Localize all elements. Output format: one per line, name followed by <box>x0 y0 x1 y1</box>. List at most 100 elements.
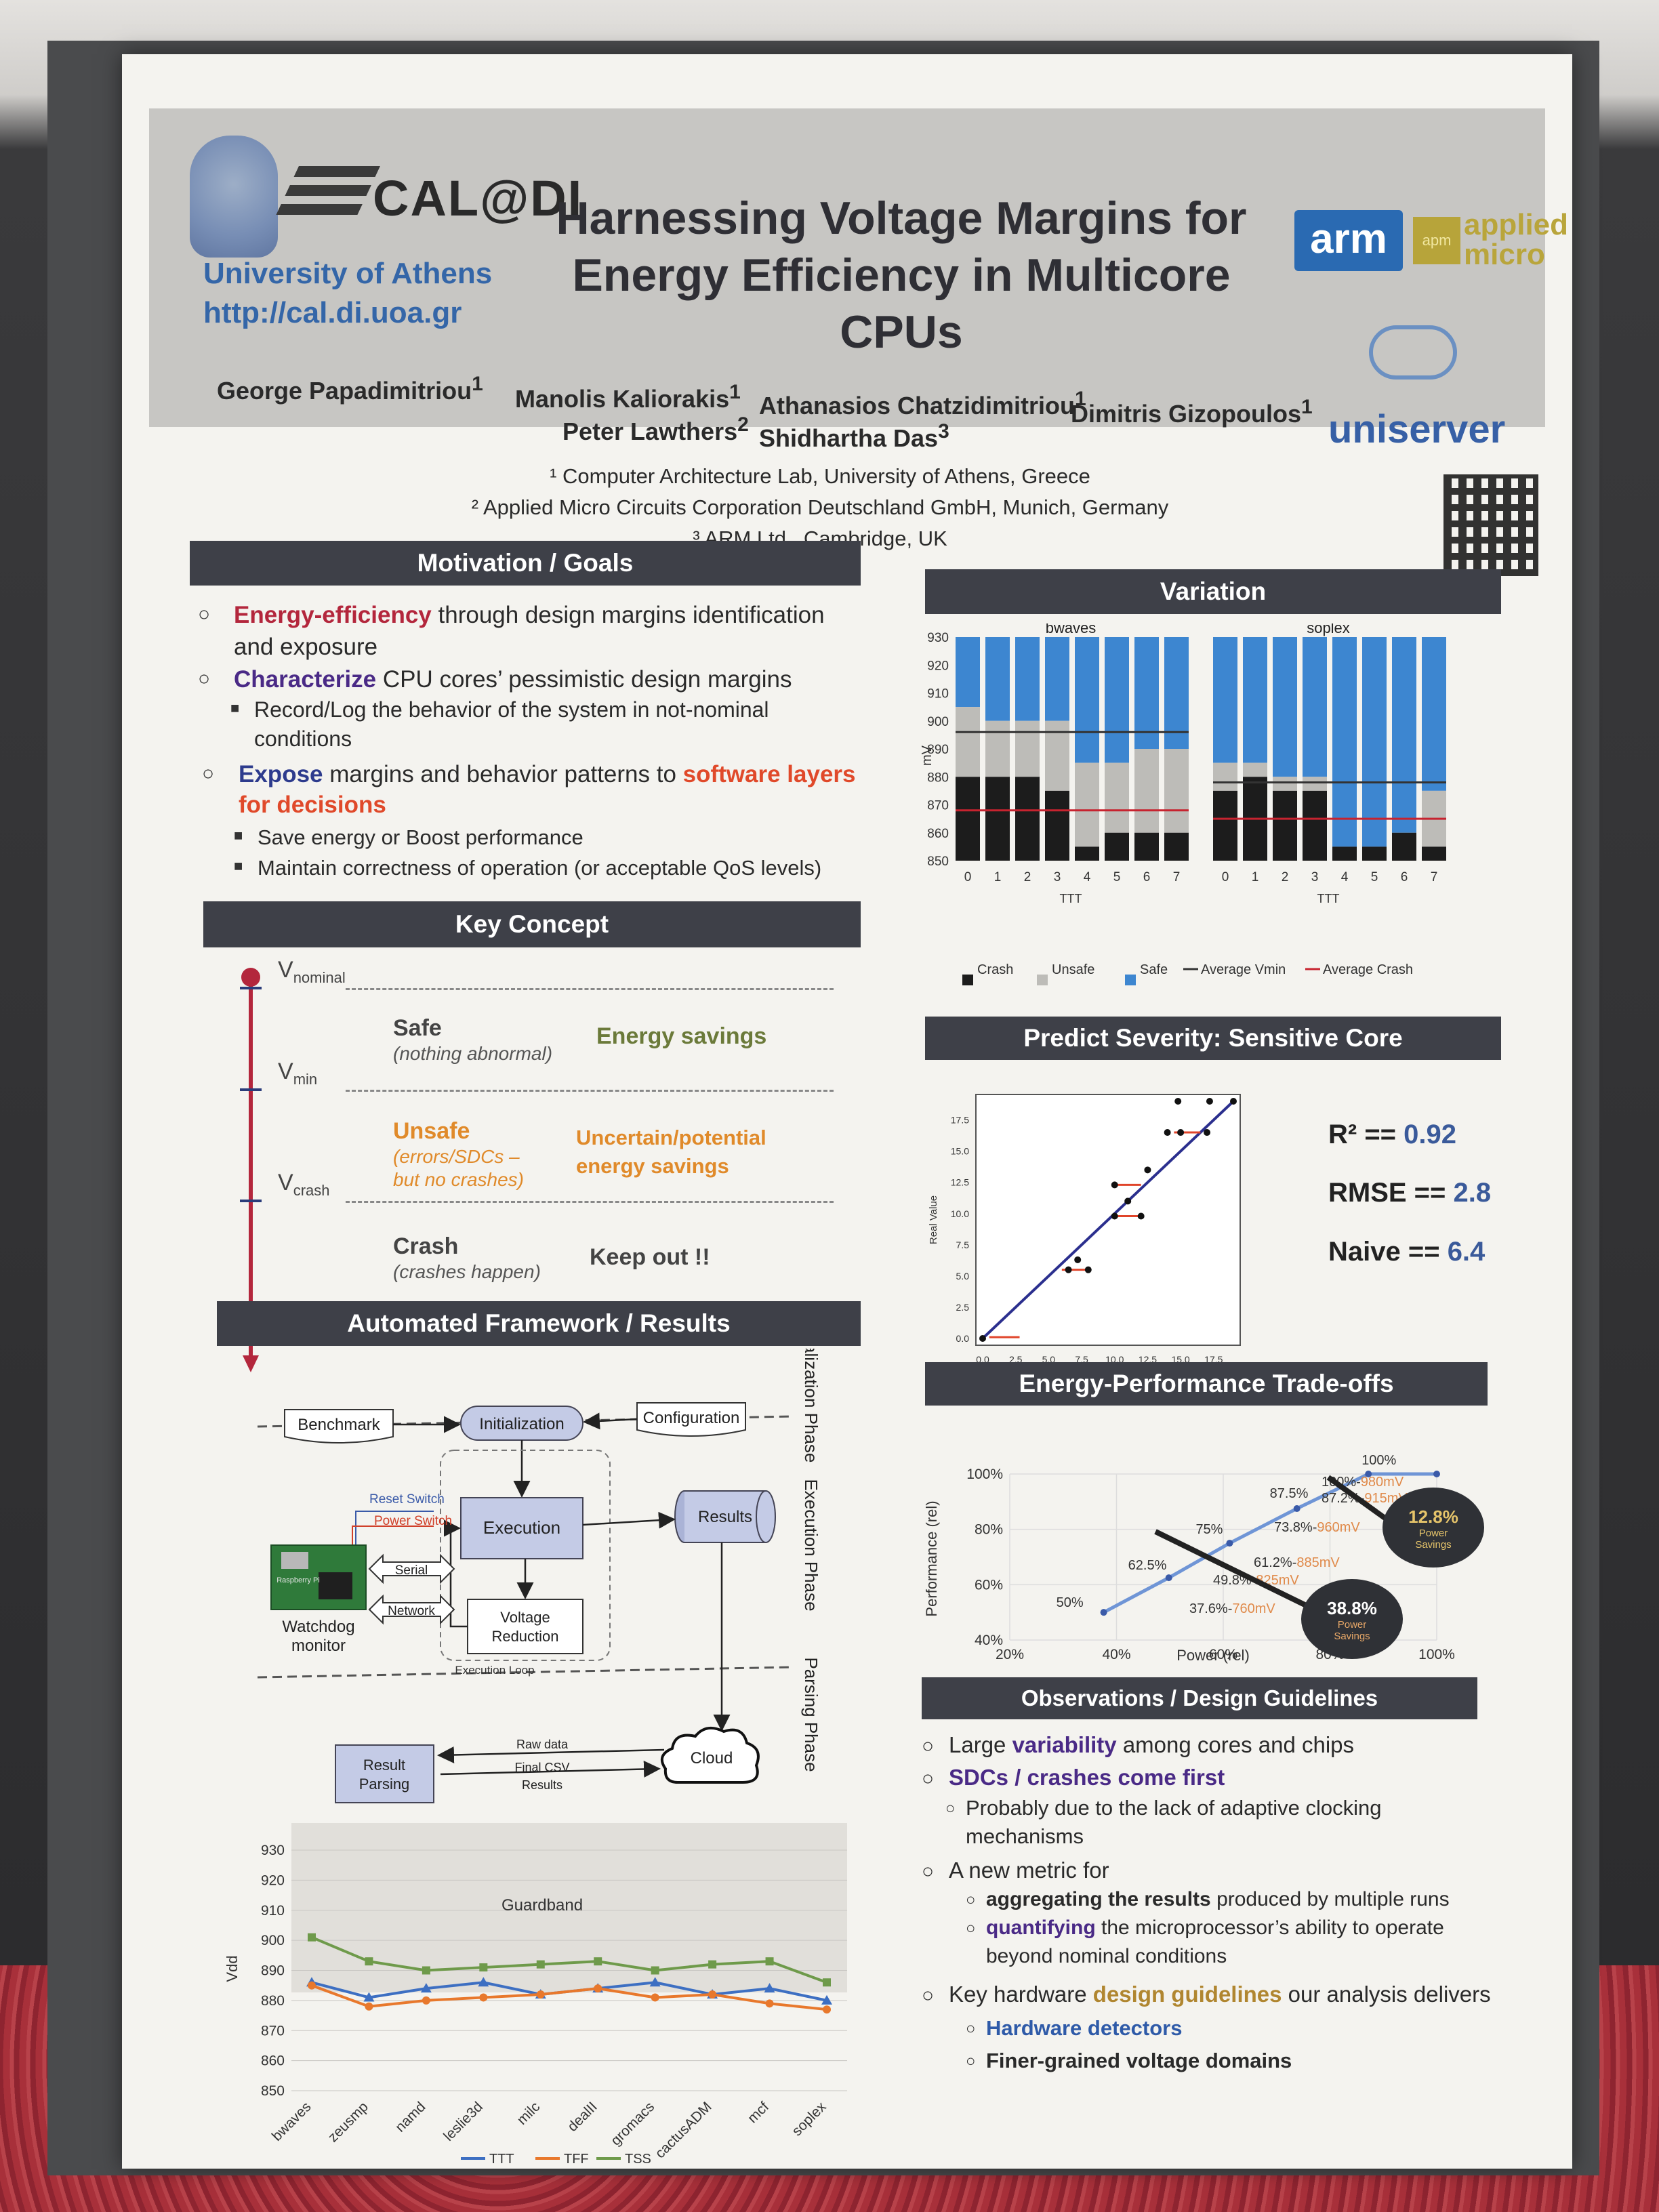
unsafe-label: Unsafe <box>393 1118 470 1144</box>
safe-bar <box>1243 637 1267 763</box>
power-savings-bubble-2: 38.8% Power Savings <box>1301 1579 1403 1659</box>
y-tick-label: 910 <box>261 1903 285 1919</box>
x-tick-label: 2 <box>1024 870 1031 884</box>
tradeoff-point <box>1100 1609 1107 1616</box>
scatter-point <box>1174 1098 1182 1105</box>
unsafe-bar <box>1303 777 1327 791</box>
y-tick-label: 910 <box>927 687 949 701</box>
unsafe-bar <box>1243 762 1267 777</box>
crash-bar <box>1213 790 1237 861</box>
x-tick-label: 20% <box>996 1647 1024 1662</box>
x-tick-label: namd <box>392 2099 428 2135</box>
result-parsing-node <box>335 1744 434 1803</box>
legend-entry: Crash <box>977 962 1013 977</box>
scatter-point <box>1111 1181 1118 1189</box>
unsafe-bar <box>1075 762 1099 847</box>
y-tick-label: 17.5 <box>951 1115 969 1126</box>
nominal-dashed-line <box>346 988 834 990</box>
phase-parse-label: Parsing Phase <box>801 1657 821 1771</box>
y-tick-label: 850 <box>261 2083 285 2099</box>
bullet-icon: ○ <box>202 762 215 785</box>
data-point <box>765 1999 774 2008</box>
crash-bar <box>956 777 980 861</box>
motivation-item-1-cont: and exposure <box>234 634 378 660</box>
network-arrow-icon <box>368 1594 455 1625</box>
applied-micro-line-1: applied <box>1464 208 1569 241</box>
voltage-reduction-label-2: Reduction <box>491 1628 558 1645</box>
motivation-subitem-1: Record/Log the behavior of the system in… <box>254 697 769 722</box>
tradeoff-point <box>1365 1471 1372 1477</box>
y-tick-label: 930 <box>261 1843 285 1858</box>
lab-logo: CAL@DI <box>373 170 583 226</box>
panel-title: soplex <box>1307 623 1350 636</box>
bullet-icon: ○ <box>966 1891 976 1909</box>
safe-bar <box>1075 637 1099 763</box>
lab-url[interactable]: http://cal.di.uoa.gr <box>203 296 462 329</box>
performance-label: 100% <box>1361 1453 1396 1468</box>
x-tick-label: 1 <box>1252 870 1259 884</box>
legend-entry: Unsafe <box>1052 962 1094 977</box>
x-axis-label: TTT <box>1060 892 1082 905</box>
x-axis-label: TTT <box>1317 892 1340 905</box>
data-point <box>536 1960 545 1969</box>
v-min-label: Vmin <box>278 1059 318 1088</box>
crash-bar <box>1105 832 1129 861</box>
crash-bar <box>1273 790 1297 861</box>
data-point <box>651 1966 659 1975</box>
power-switch-label: Power Switch <box>374 1514 452 1528</box>
scatter-point <box>1144 1166 1151 1174</box>
motivation-subitem-1-cont: conditions <box>254 726 352 751</box>
observation-4-sub-1: Hardware detectors <box>986 2016 1183 2040</box>
y-tick-label: 880 <box>261 1993 285 2009</box>
annotation: Guardband <box>501 1896 583 1914</box>
x-tick-label: 2 <box>1282 870 1289 884</box>
legend-entry: TTT <box>489 2152 514 2167</box>
y-tick-label: 930 <box>927 631 949 645</box>
observation-3-sub-2: quantifying the microprocessor’s ability… <box>986 1917 1444 1939</box>
data-point <box>821 1994 832 2005</box>
square-bullet-icon: ■ <box>230 699 240 716</box>
v-crash-label: Vcrash <box>278 1170 330 1199</box>
x-tick-label: mcf <box>745 2099 772 2126</box>
watchdog-label-2: monitor <box>291 1637 346 1655</box>
legend-entry: TFF <box>564 2152 589 2167</box>
vmin-dashed-line <box>346 1090 834 1092</box>
unsafe-effect: Uncertain/potential energy savings <box>576 1126 766 1178</box>
final-csv-label-1: Final CSV <box>514 1761 569 1774</box>
y-tick-label: 0.0 <box>956 1333 970 1344</box>
y-tick-label: 100% <box>966 1467 1003 1482</box>
framework-heading: Automated Framework / Results <box>217 1301 861 1346</box>
cloud-label: Cloud <box>691 1749 733 1767</box>
apm-logo-icon: apm <box>1413 217 1460 264</box>
y-tick-label: 850 <box>927 855 949 869</box>
qr-code-icon[interactable] <box>1443 474 1538 576</box>
legend-entry: Average Vmin <box>1201 962 1286 977</box>
point-label: 73.8%-960mV <box>1274 1520 1360 1535</box>
safe-bar <box>1105 637 1129 763</box>
university-name: University of Athens <box>203 257 493 290</box>
r2-stat: R² == 0.92 <box>1328 1120 1457 1149</box>
power-savings-bubble-1: 12.8% Power Savings <box>1382 1488 1484 1568</box>
scatter-point <box>1084 1266 1092 1273</box>
crash-bar <box>1303 790 1327 861</box>
observation-3-sub-2-cont: beyond nominal conditions <box>986 1945 1227 1967</box>
x-tick-label: zeusmp <box>325 2099 371 2145</box>
variation-heading: Variation <box>925 569 1501 614</box>
guardband-chart: 850 860 870 880 890 900 910 920 930 Vdd Guardband b… <box>224 1823 847 2167</box>
stack-logo-icon <box>270 166 380 227</box>
data-point <box>536 1990 545 1999</box>
results-label: Results <box>698 1508 752 1526</box>
scatter-point <box>1206 1098 1213 1105</box>
data-point <box>308 1933 316 1942</box>
cloud-icon <box>660 1726 760 1784</box>
performance-label: 50% <box>1057 1595 1084 1610</box>
safe-bar <box>1332 637 1357 847</box>
data-point <box>651 1993 659 2002</box>
result-parsing-label-1: Result <box>363 1757 405 1774</box>
y-axis-label: Performance (rel) <box>923 1500 940 1616</box>
author: Shidhartha Das3 <box>759 420 949 452</box>
tradeoff-point <box>1165 1574 1172 1582</box>
unsafe-bar <box>1015 720 1040 777</box>
scatter-point <box>1177 1129 1185 1136</box>
raspberry-pi-label: Raspberry Pi <box>276 1576 320 1584</box>
